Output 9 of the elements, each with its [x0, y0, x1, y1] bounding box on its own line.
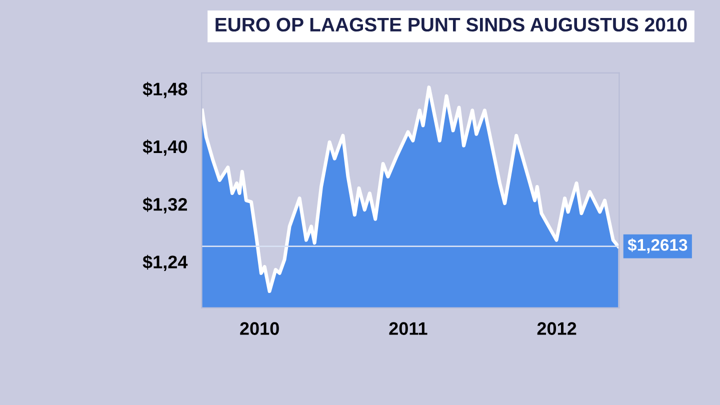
x-tick-label: 2010	[240, 322, 279, 335]
x-tick-label: 2012	[537, 322, 576, 335]
ref-line-label: $1,2613	[628, 238, 688, 254]
y-tick-label: $1,24	[142, 254, 188, 272]
y-tick-label: $1,32	[142, 197, 187, 214]
y-tick-label: $1,40	[142, 140, 187, 156]
x-tick-label: 2011	[389, 322, 428, 335]
y-tick-label: $1,48	[142, 82, 188, 98]
chart-title: EURO OP LAAGSTE PUNT SINDS AUGUSTUS 2010	[216, 18, 687, 32]
